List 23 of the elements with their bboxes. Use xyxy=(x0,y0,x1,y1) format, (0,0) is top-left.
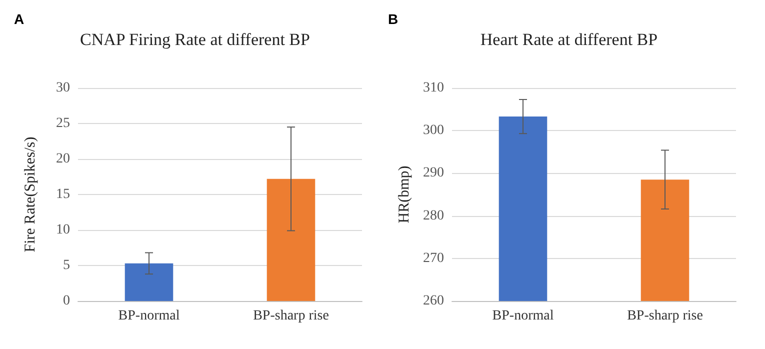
x-tick-label: BP-normal xyxy=(118,308,180,324)
y-tick-label: 0 xyxy=(63,294,70,308)
x-tick-label: BP-normal xyxy=(492,308,554,324)
text: B xyxy=(388,11,398,27)
y-tick-label: 270 xyxy=(423,250,444,266)
text: A xyxy=(14,11,24,27)
y-tick-label: 20 xyxy=(56,152,70,166)
y-axis-title: HR(bmp) xyxy=(396,166,412,224)
y-tick-label: 5 xyxy=(63,258,70,273)
y-tick-label: 290 xyxy=(423,166,444,181)
y-tick-label: 25 xyxy=(56,116,70,131)
y-tick-label: 10 xyxy=(56,222,70,238)
y-tick-label: 300 xyxy=(423,123,444,138)
x-tick-label: BP-sharp rise xyxy=(627,308,703,324)
y-tick-label: 310 xyxy=(423,80,444,96)
x-tick-label: BP-sharp rise xyxy=(253,308,329,324)
chart-title: CNAP Firing Rate at different BP xyxy=(80,30,310,49)
chart-title: Heart Rate at different BP xyxy=(480,30,658,49)
y-axis-title: Fire Rate(Spikes/s) xyxy=(22,136,38,252)
y-tick-label: 15 xyxy=(56,187,70,202)
y-tick-label: 280 xyxy=(423,208,444,224)
y-tick-label: 30 xyxy=(56,80,70,96)
y-tick-label: 260 xyxy=(423,294,444,308)
